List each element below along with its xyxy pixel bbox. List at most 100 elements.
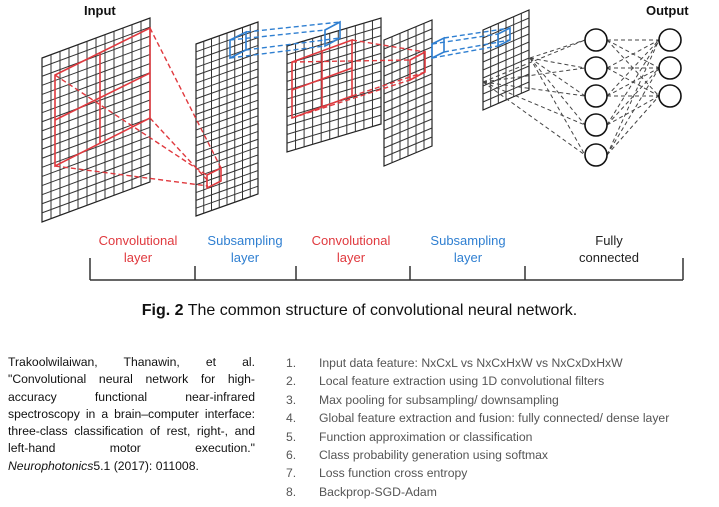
hidden-neuron — [584, 56, 608, 80]
list-item-number: 1. — [286, 356, 297, 370]
fully-connected-nodes — [584, 28, 682, 167]
grid-line — [195, 146, 259, 170]
grid-line — [195, 130, 259, 154]
grid-line — [482, 57, 530, 79]
grid-line — [383, 73, 433, 95]
grid-line — [195, 37, 259, 61]
list-item: 7. Loss function cross entropy — [286, 464, 669, 482]
grid-line — [286, 52, 382, 82]
citation-journal: Neurophotonics — [8, 458, 94, 473]
stage-5-label-line2: connected — [579, 250, 639, 265]
grid-line — [195, 68, 259, 92]
stage-1-label-line1: Convolutional — [99, 233, 178, 248]
stage-labels: Convolutional layer Subsampling layer Co… — [99, 233, 639, 265]
stage-3-label-line1: Convolutional — [312, 233, 391, 248]
grid-line — [195, 84, 259, 108]
grid-line — [195, 76, 259, 100]
grid-line — [482, 81, 530, 103]
connection-line — [482, 81, 586, 126]
grid-line — [195, 91, 259, 115]
list-item-text: Input data feature: NxCxL vs NxCxHxW vs … — [319, 356, 623, 370]
list-item-text: Class probability generation using softm… — [319, 448, 548, 463]
grid-line — [195, 60, 259, 84]
stage-2-label-line1: Subsampling — [207, 233, 282, 248]
grid-line — [383, 28, 433, 50]
stage-bracket — [89, 258, 684, 281]
list-item-number: 8. — [286, 484, 297, 499]
output-neuron — [658, 28, 682, 52]
hidden-neuron — [584, 84, 608, 108]
grid-line — [383, 37, 433, 59]
grid-line — [482, 33, 530, 55]
grid-line — [383, 46, 433, 68]
grid-line — [41, 117, 151, 159]
cnn-steps-list: 1. Input data feature: NxCxL vs NxCxHxW v… — [286, 354, 669, 501]
pool2-window — [431, 26, 511, 60]
list-item: 8. Backprop-SGD-Adam — [286, 483, 669, 501]
grid-line — [41, 44, 151, 86]
list-item-number: 4. — [286, 411, 297, 426]
grid-line — [195, 115, 259, 139]
list-item: 6. Class probability generation using sof… — [286, 446, 669, 464]
list-item: 4. Global feature extraction and fusion: … — [286, 409, 669, 427]
grid-line — [41, 90, 151, 132]
grid-line — [41, 172, 151, 214]
grid-line — [41, 26, 151, 68]
grid-line — [41, 126, 151, 168]
connection-line — [606, 39, 660, 97]
subsampling-map-3 — [482, 9, 530, 111]
list-item-number: 2. — [286, 374, 297, 389]
grid-line — [286, 105, 382, 135]
subsampling-map-2 — [383, 19, 433, 167]
stage-4-label-line2: layer — [454, 250, 483, 265]
output-label: Output — [646, 3, 689, 18]
connection-line — [606, 95, 660, 126]
stage-4-label-line1: Subsampling — [430, 233, 505, 248]
connection-line — [606, 39, 660, 126]
stage-3-label-line2: layer — [337, 250, 366, 265]
grid-line — [383, 64, 433, 86]
input-feature-map — [41, 17, 151, 223]
grid-line — [195, 107, 259, 131]
connection-line — [606, 67, 660, 156]
output-neuron — [658, 56, 682, 80]
list-item-text: Function approximation or classification — [319, 429, 533, 444]
grid-line — [41, 35, 151, 77]
connection-line — [606, 95, 660, 156]
citation: Trakoolwilaiwan, Thanawin, et al. "Convo… — [8, 354, 255, 475]
figure-caption-text: The common structure of convolutional ne… — [183, 302, 578, 319]
grid-line — [286, 114, 382, 144]
grid-line — [41, 135, 151, 177]
grid-line — [286, 35, 382, 65]
list-item-number: 5. — [286, 429, 297, 444]
conv1-receptive-field — [54, 26, 223, 190]
connection-line — [529, 57, 586, 97]
figure-caption: Fig. 2 The common structure of convoluti… — [0, 302, 719, 320]
grid-line — [383, 55, 433, 77]
conv2-receptive-field — [291, 38, 426, 120]
list-item-number: 6. — [286, 448, 297, 463]
grid-line — [195, 52, 259, 76]
list-item: 5. Function approximation or classificati… — [286, 428, 669, 446]
stage-5-label-line1: Fully — [595, 233, 623, 248]
connection-line — [482, 81, 586, 97]
grid-line — [41, 108, 151, 150]
list-item-number: 7. — [286, 466, 297, 481]
grid-line — [286, 70, 382, 100]
list-item: 2. Local feature extraction using 1D conv… — [286, 372, 669, 390]
grid-line — [195, 185, 259, 209]
grid-line — [41, 63, 151, 105]
grid-line — [195, 177, 259, 201]
grid-line — [41, 163, 151, 205]
grid-line — [383, 127, 433, 149]
connection-line — [529, 39, 586, 59]
grid-line — [195, 154, 259, 178]
grid-line — [195, 138, 259, 162]
grid-line — [286, 44, 382, 73]
hidden-neuron — [584, 28, 608, 52]
hidden-neuron — [584, 143, 608, 167]
list-item-text: Loss function cross entropy — [319, 466, 468, 481]
pool1-window — [229, 20, 341, 60]
grid-line — [41, 145, 151, 187]
list-item-number: 3. — [286, 392, 297, 407]
